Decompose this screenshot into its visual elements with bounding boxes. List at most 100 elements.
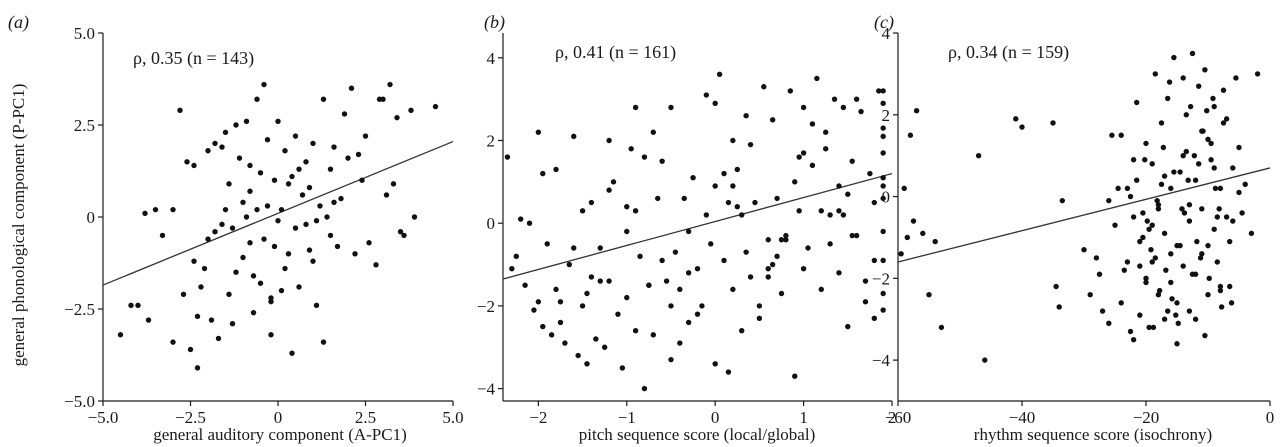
data-point-a bbox=[282, 148, 288, 154]
data-point-c bbox=[1214, 259, 1221, 265]
regression-line-c bbox=[897, 167, 1271, 263]
data-point-c bbox=[1218, 304, 1225, 310]
data-point-a bbox=[226, 181, 232, 187]
data-point-b bbox=[827, 241, 833, 247]
data-point-b bbox=[734, 166, 740, 173]
data-point-a bbox=[170, 206, 176, 213]
data-point-a bbox=[320, 339, 327, 345]
data-point-b bbox=[721, 170, 727, 177]
data-point-c bbox=[1211, 165, 1217, 171]
data-point-a bbox=[257, 280, 264, 286]
x-tick-label-b: 2 bbox=[888, 408, 897, 427]
data-point-a bbox=[331, 199, 337, 205]
data-point-b bbox=[624, 294, 630, 301]
data-point-a bbox=[292, 225, 299, 231]
data-point-c bbox=[1227, 283, 1233, 290]
data-point-b bbox=[862, 299, 869, 305]
data-point-b bbox=[765, 265, 771, 272]
data-point-b bbox=[557, 299, 564, 305]
data-point-b bbox=[712, 183, 718, 189]
data-point-c bbox=[1099, 308, 1106, 314]
data-point-c bbox=[1180, 75, 1186, 81]
panel-label-c: (c) bbox=[874, 12, 894, 33]
data-point-a bbox=[180, 291, 187, 297]
data-point-b bbox=[632, 328, 639, 334]
data-point-b bbox=[853, 96, 860, 102]
data-point-c bbox=[1149, 259, 1155, 265]
data-point-b bbox=[677, 286, 683, 293]
data-point-c bbox=[1199, 251, 1205, 257]
data-point-c bbox=[1189, 50, 1196, 57]
data-point-c bbox=[1197, 255, 1204, 261]
x-tick-label-c: −40 bbox=[1009, 408, 1036, 427]
data-point-c bbox=[1200, 128, 1206, 134]
data-point-b bbox=[553, 166, 559, 173]
data-point-a bbox=[397, 229, 404, 235]
data-point-c bbox=[1149, 222, 1155, 228]
data-point-b bbox=[663, 278, 670, 284]
data-point-c bbox=[1156, 287, 1163, 294]
y-tick-label-b: 4 bbox=[487, 49, 496, 68]
data-point-a bbox=[289, 173, 295, 180]
data-point-c bbox=[1183, 112, 1190, 118]
data-point-c bbox=[1196, 83, 1202, 89]
data-point-b bbox=[752, 199, 758, 206]
data-point-b bbox=[685, 228, 692, 235]
y-tick-label-c: 4 bbox=[882, 24, 891, 43]
data-point-c bbox=[1158, 120, 1165, 126]
data-point-c bbox=[1205, 242, 1211, 249]
data-point-c bbox=[1194, 238, 1200, 245]
x-tick-label-b: 0 bbox=[711, 408, 720, 427]
data-point-a bbox=[240, 199, 246, 205]
y-tick-label-a: −2.5 bbox=[64, 300, 95, 319]
data-point-b bbox=[513, 253, 519, 259]
data-point-a bbox=[128, 302, 134, 309]
data-point-c bbox=[1211, 103, 1217, 110]
data-point-c bbox=[1186, 308, 1193, 314]
data-point-a bbox=[264, 137, 271, 143]
data-point-c bbox=[1140, 210, 1146, 216]
data-point-c bbox=[1152, 71, 1159, 77]
data-point-a bbox=[233, 269, 239, 275]
data-point-c bbox=[1160, 144, 1167, 151]
data-point-b bbox=[584, 361, 590, 367]
data-point-a bbox=[278, 206, 285, 213]
data-point-a bbox=[324, 214, 330, 220]
data-point-c bbox=[1081, 247, 1087, 253]
data-point-b bbox=[783, 232, 789, 239]
data-point-a bbox=[306, 184, 313, 191]
data-point-c bbox=[1208, 157, 1214, 163]
data-point-b bbox=[880, 195, 886, 202]
data-point-b bbox=[858, 108, 864, 115]
data-point-b bbox=[769, 261, 776, 268]
data-point-b bbox=[880, 228, 886, 235]
y-tick-label-a: 2.5 bbox=[74, 116, 95, 135]
data-point-a bbox=[212, 140, 218, 147]
data-point-b bbox=[641, 154, 648, 160]
data-point-a bbox=[310, 258, 316, 264]
data-point-b bbox=[668, 356, 674, 363]
data-point-a bbox=[355, 151, 362, 158]
data-point-c bbox=[1171, 54, 1177, 61]
data-point-c bbox=[1236, 189, 1242, 196]
data-point-a bbox=[215, 335, 222, 342]
scatter-panel-a: (a) ρ, 0.35 (n = 143) general auditory c… bbox=[8, 12, 464, 444]
data-point-c bbox=[1217, 283, 1224, 290]
data-point-c bbox=[1087, 291, 1093, 298]
y-tick-label-a: 5.0 bbox=[74, 24, 95, 43]
panel-label-a: (a) bbox=[8, 12, 29, 33]
data-point-b bbox=[637, 253, 643, 259]
data-point-a bbox=[271, 243, 278, 250]
correlation-annotation-b: ρ, 0.41 (n = 161) bbox=[555, 42, 676, 63]
data-point-a bbox=[219, 144, 225, 150]
data-point-b bbox=[619, 365, 626, 371]
data-point-a bbox=[135, 302, 141, 309]
data-point-a bbox=[352, 251, 358, 257]
data-point-c bbox=[1163, 267, 1169, 273]
data-point-b bbox=[668, 303, 674, 309]
data-point-b bbox=[615, 311, 621, 317]
data-point-a bbox=[261, 81, 267, 88]
data-point-c bbox=[1189, 271, 1196, 277]
data-point-b bbox=[796, 154, 802, 160]
data-point-c bbox=[1143, 275, 1149, 282]
